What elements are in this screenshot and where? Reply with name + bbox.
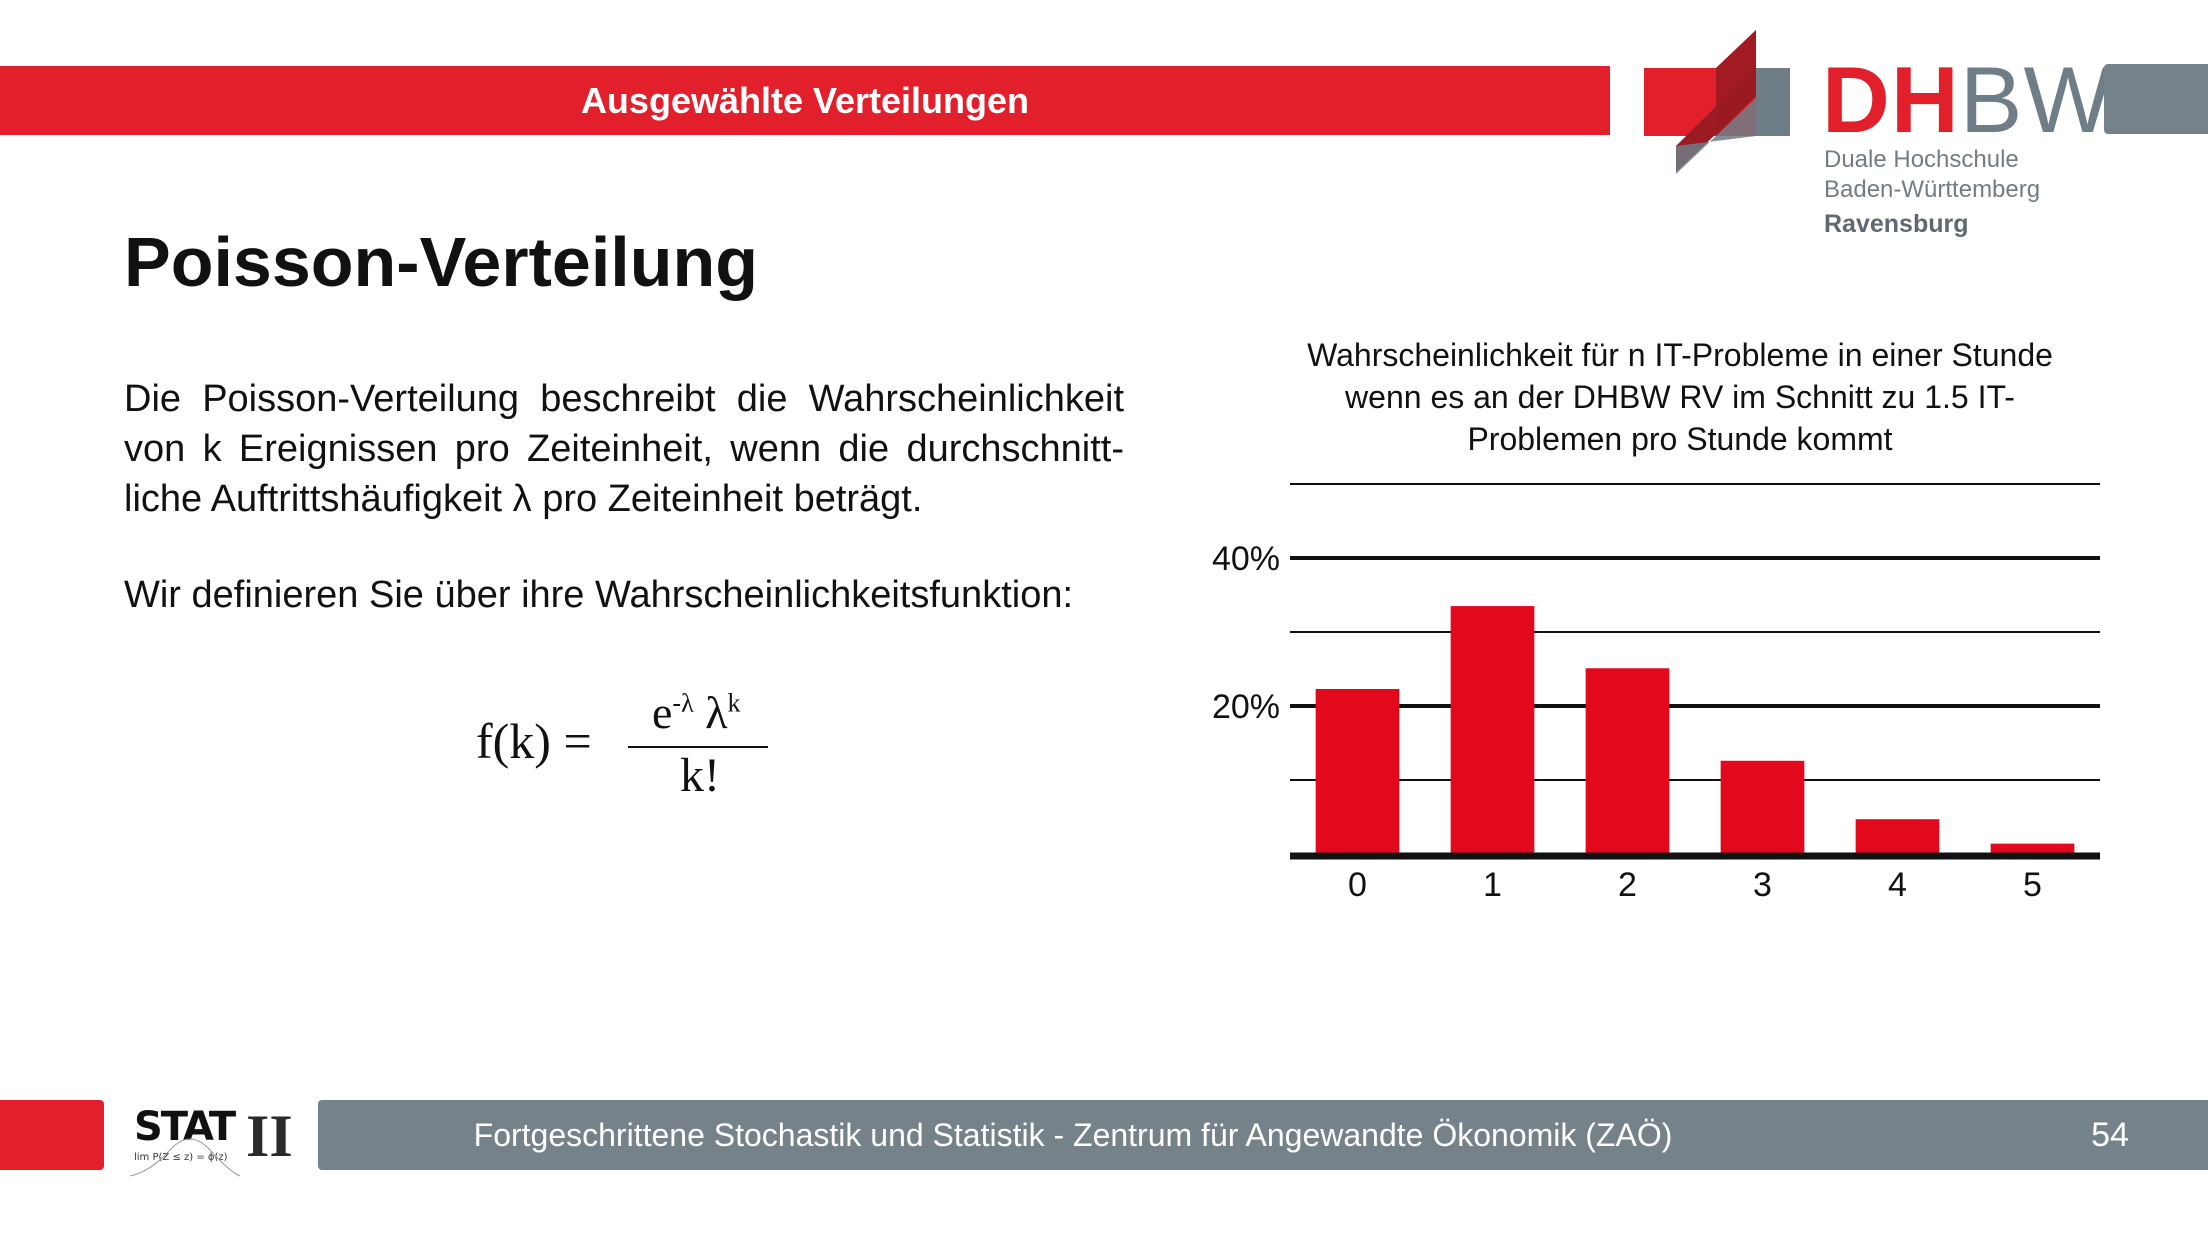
footer-course-text: Fortgeschrittene Stochastik und Statisti… — [473, 1117, 1673, 1153]
bar — [1450, 606, 1535, 854]
stat-logo-formula: lim P(Z ≤ z) = ϕ(z) — [134, 1152, 228, 1163]
bar — [1315, 688, 1400, 854]
stat-logo-text: STAT — [134, 1104, 237, 1150]
chart-title: Wahrscheinlichkeit für n IT-Probleme in … — [1307, 337, 2053, 457]
formula-lambda: λ — [705, 687, 728, 738]
logo-subtitle-3: Ravensburg — [1824, 210, 1969, 238]
header-bar — [0, 66, 1610, 135]
dhbw-logo-text: DHBW — [1822, 50, 2113, 150]
y-tick-label: 40% — [1212, 540, 1280, 578]
bar — [1990, 843, 2075, 854]
stat-ii-logo: STAT II lim P(Z ≤ z) = ϕ(z) — [129, 1098, 310, 1183]
logo-word-gray: BW — [1959, 47, 2114, 152]
footer-bar — [318, 1100, 2208, 1170]
formula-exp-k: k — [727, 688, 741, 718]
x-tick-label: 1 — [1483, 866, 1502, 904]
formula-exp-lambda: -λ — [672, 688, 694, 718]
logo-word-red: DH — [1822, 47, 1960, 152]
bar — [1855, 819, 1940, 854]
page-number: 54 — [2091, 1116, 2129, 1154]
x-tick-label: 2 — [1618, 866, 1637, 904]
header-title: Ausgewählte Verteilungen — [580, 80, 1030, 121]
dhbw-logo-mark — [1644, 30, 1790, 174]
definition-text: Wir definieren Sie über ihre Wahrscheinl… — [124, 574, 1074, 616]
formula-numerator: e-λ λk — [652, 686, 741, 739]
stat-logo-numeral: II — [246, 1103, 293, 1169]
x-tick-label: 3 — [1753, 866, 1772, 904]
bar-chart: 20% 40% 0 1 2 3 4 5 — [1212, 483, 2100, 904]
header-gray-tab — [2104, 64, 2208, 134]
page-title: Poisson-Verteilung — [124, 223, 758, 301]
footer-red-tab — [0, 1100, 104, 1170]
logo-subtitle-1: Duale Hochschule — [1824, 146, 2019, 173]
bar — [1585, 668, 1670, 854]
formula-denominator: k! — [680, 749, 720, 802]
formula-e: e — [652, 687, 673, 738]
stat-logo-graphic: STAT II lim P(Z ≤ z) = ϕ(z) — [129, 1103, 293, 1177]
x-tick-label: 4 — [1888, 866, 1907, 904]
description-text: Die Poisson-Verteilung beschreibt die Wa… — [124, 378, 1124, 520]
x-tick-label: 0 — [1348, 866, 1367, 904]
bar — [1720, 760, 1805, 854]
logo-subtitle-2: Baden-Württemberg — [1824, 176, 2041, 203]
y-tick-label: 20% — [1212, 688, 1280, 726]
x-tick-label: 5 — [2023, 866, 2042, 904]
formula-lhs: f(k) = — [476, 713, 592, 769]
formula-fraction-line — [628, 746, 768, 748]
